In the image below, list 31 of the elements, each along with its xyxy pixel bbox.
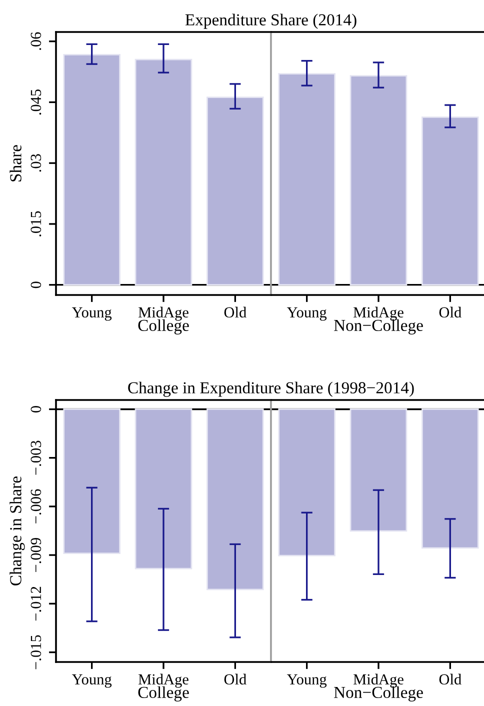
x-tick-label: MidAge — [138, 674, 188, 688]
x-tick-label: Old — [224, 306, 246, 318]
y-tick-label: 0 — [30, 282, 42, 288]
y-tick-label: .015 — [30, 211, 42, 236]
x-tick-label: Young — [72, 674, 112, 688]
x-axis-title: Non−College — [334, 319, 423, 334]
y-tick-label: −.006 — [30, 489, 42, 524]
y-tick-label: .06 — [30, 32, 42, 50]
y-axis-title: Share — [10, 145, 22, 182]
x-tick-label: Young — [72, 307, 112, 321]
x-tick-label: Old — [439, 306, 462, 318]
y-axis-title: Change in Share — [10, 476, 25, 586]
x-tick-label: MidAge — [138, 306, 188, 321]
x-axis-title: College — [138, 686, 189, 702]
y-tick-label: .03 — [30, 154, 42, 172]
x-tick-label: MidAge — [353, 306, 404, 321]
x-tick-label: MidAge — [353, 674, 404, 688]
x-tick-label: Old — [439, 674, 462, 685]
y-tick-label: −.015 — [30, 635, 42, 670]
y-tick-label: −.012 — [30, 586, 42, 621]
x-axis-title: Non−College — [334, 686, 423, 702]
y-tick-label: −.009 — [30, 538, 42, 572]
x-tick-label: Young — [286, 674, 327, 688]
x-tick-label: Young — [286, 307, 327, 321]
y-tick-label: 0 — [30, 406, 42, 412]
chart-title: Change in Expenditure Share (1998−2014) — [128, 382, 414, 397]
y-tick-label: .045 — [30, 89, 42, 115]
chart-title: Expenditure Share (2014) — [185, 14, 356, 29]
x-tick-label: Old — [224, 674, 246, 685]
x-axis-title: College — [138, 319, 189, 334]
y-tick-label: −.003 — [30, 440, 42, 475]
